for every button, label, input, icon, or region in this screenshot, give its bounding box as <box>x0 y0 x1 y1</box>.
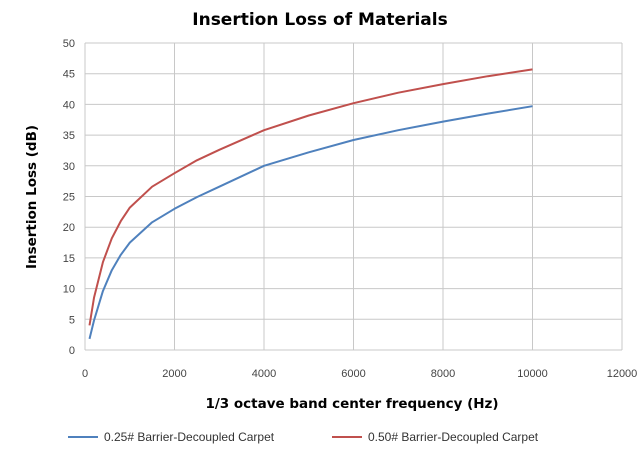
series-line-1 <box>88 105 533 340</box>
y-tick-label: 15 <box>63 253 75 265</box>
y-tick-label: 5 <box>69 314 75 326</box>
series-line-2 <box>88 68 533 326</box>
x-tick-label: 0 <box>82 368 88 380</box>
x-tick-label: 10000 <box>517 368 548 380</box>
y-tick-label: 20 <box>63 222 75 234</box>
y-tick-label: 25 <box>63 192 75 204</box>
x-axis-title: 1/3 octave band center frequency (Hz) <box>205 396 498 412</box>
tick-labels: 0 5 10 15 20 25 30 35 40 45 50 0 2000 4000 6000 8000 100… <box>63 38 638 380</box>
x-tick-label: 12000 <box>607 368 638 380</box>
x-tick-label: 8000 <box>431 368 455 380</box>
y-tick-label: 30 <box>63 161 75 173</box>
x-tick-label: 6000 <box>341 368 365 380</box>
y-tick-label: 35 <box>63 130 75 142</box>
legend: 0.25# Barrier-Decoupled Carpet 0.50# Barr… <box>68 430 539 444</box>
y-tick-label: 10 <box>63 284 75 296</box>
legend-label-1: 0.25# Barrier-Decoupled Carpet <box>104 430 275 444</box>
gridlines <box>84 42 623 351</box>
y-tick-label: 45 <box>63 69 75 81</box>
y-tick-label: 40 <box>63 99 75 111</box>
y-tick-label: 50 <box>63 38 75 50</box>
x-tick-label: 4000 <box>252 368 276 380</box>
x-tick-label: 2000 <box>162 368 186 380</box>
y-axis-title: Insertion Loss (dB) <box>24 125 40 269</box>
series-lines <box>88 68 533 340</box>
chart-title: Insertion Loss of Materials <box>192 10 447 30</box>
y-tick-label: 0 <box>69 345 75 357</box>
legend-label-2: 0.50# Barrier-Decoupled Carpet <box>368 430 539 444</box>
